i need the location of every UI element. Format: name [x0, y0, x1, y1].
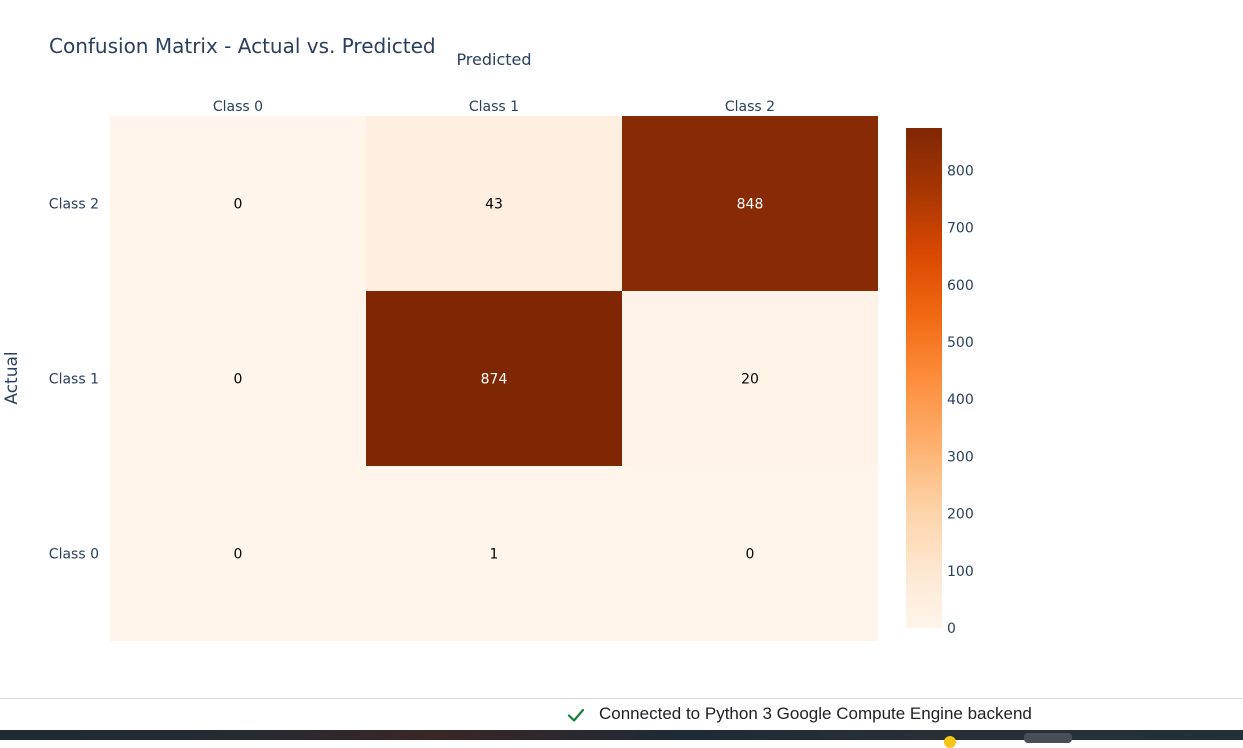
y-tick-label: Class 1: [49, 372, 99, 388]
heatmap-cell: [110, 466, 366, 641]
colorbar: [906, 128, 942, 628]
heatmap-cell: [622, 116, 878, 291]
heatmap-svg: Confusion Matrix - Actual vs. Predicted …: [2, 34, 974, 641]
x-tick-label: Class 2: [725, 99, 775, 115]
colorbar-tick-label: 200: [947, 507, 974, 523]
cell-value-label: 874: [481, 372, 508, 388]
cell-value-label: 0: [234, 372, 243, 388]
x-axis-title: Predicted: [456, 50, 531, 69]
os-taskbar: [0, 730, 1243, 748]
taskbar-icon: [944, 736, 956, 748]
cell-value-label: 0: [234, 547, 243, 563]
colorbar-tick-label: 800: [947, 163, 974, 179]
heatmap-cell-labels: 0 1 0 0 874 20 0 43 848: [234, 197, 764, 563]
colorbar-tick-label: 700: [947, 221, 974, 237]
colorbar-tick-label: 400: [947, 392, 974, 408]
x-axis-ticks: Class 0 Class 1 Class 2: [213, 99, 775, 115]
heatmap-cell: [622, 466, 878, 641]
heatmap-cell: [622, 291, 878, 466]
heatmap-cell: [366, 116, 622, 291]
cell-value-label: 848: [737, 197, 764, 213]
chart-title: Confusion Matrix - Actual vs. Predicted: [49, 34, 436, 58]
cell-value-label: 43: [485, 197, 503, 213]
colorbar-tick-label: 300: [947, 449, 974, 465]
colorbar-tick-label: 600: [947, 278, 974, 294]
y-axis-ticks: Class 2 Class 1 Class 0: [49, 197, 99, 563]
cell-value-label: 20: [741, 372, 759, 388]
y-axis-title: Actual: [2, 351, 22, 404]
heatmap-cell: [366, 466, 622, 641]
colorbar-ticks: 0 100 200 300 400 500 600 700 800: [947, 163, 974, 637]
y-tick-label: Class 0: [49, 547, 99, 563]
status-bar: Connected to Python 3 Google Compute Eng…: [0, 698, 1243, 731]
x-tick-label: Class 1: [469, 99, 519, 115]
colorbar-tick-label: 0: [947, 621, 956, 637]
cell-value-label: 0: [234, 197, 243, 213]
taskbar-item: [1024, 733, 1072, 743]
heatmap-cell: [110, 116, 366, 291]
x-tick-label: Class 0: [213, 99, 263, 115]
heatmap-cells: [110, 116, 878, 641]
confusion-matrix-chart: Confusion Matrix - Actual vs. Predicted …: [2, 34, 974, 641]
check-icon: [567, 708, 585, 722]
cell-value-label: 1: [490, 547, 499, 563]
cell-value-label: 0: [746, 547, 755, 563]
y-tick-label: Class 2: [49, 197, 99, 213]
status-text: Connected to Python 3 Google Compute Eng…: [599, 704, 1032, 723]
colorbar-tick-label: 100: [947, 564, 974, 580]
colorbar-tick-label: 500: [947, 335, 974, 351]
heatmap-cell: [110, 291, 366, 466]
heatmap-cell: [366, 291, 622, 466]
